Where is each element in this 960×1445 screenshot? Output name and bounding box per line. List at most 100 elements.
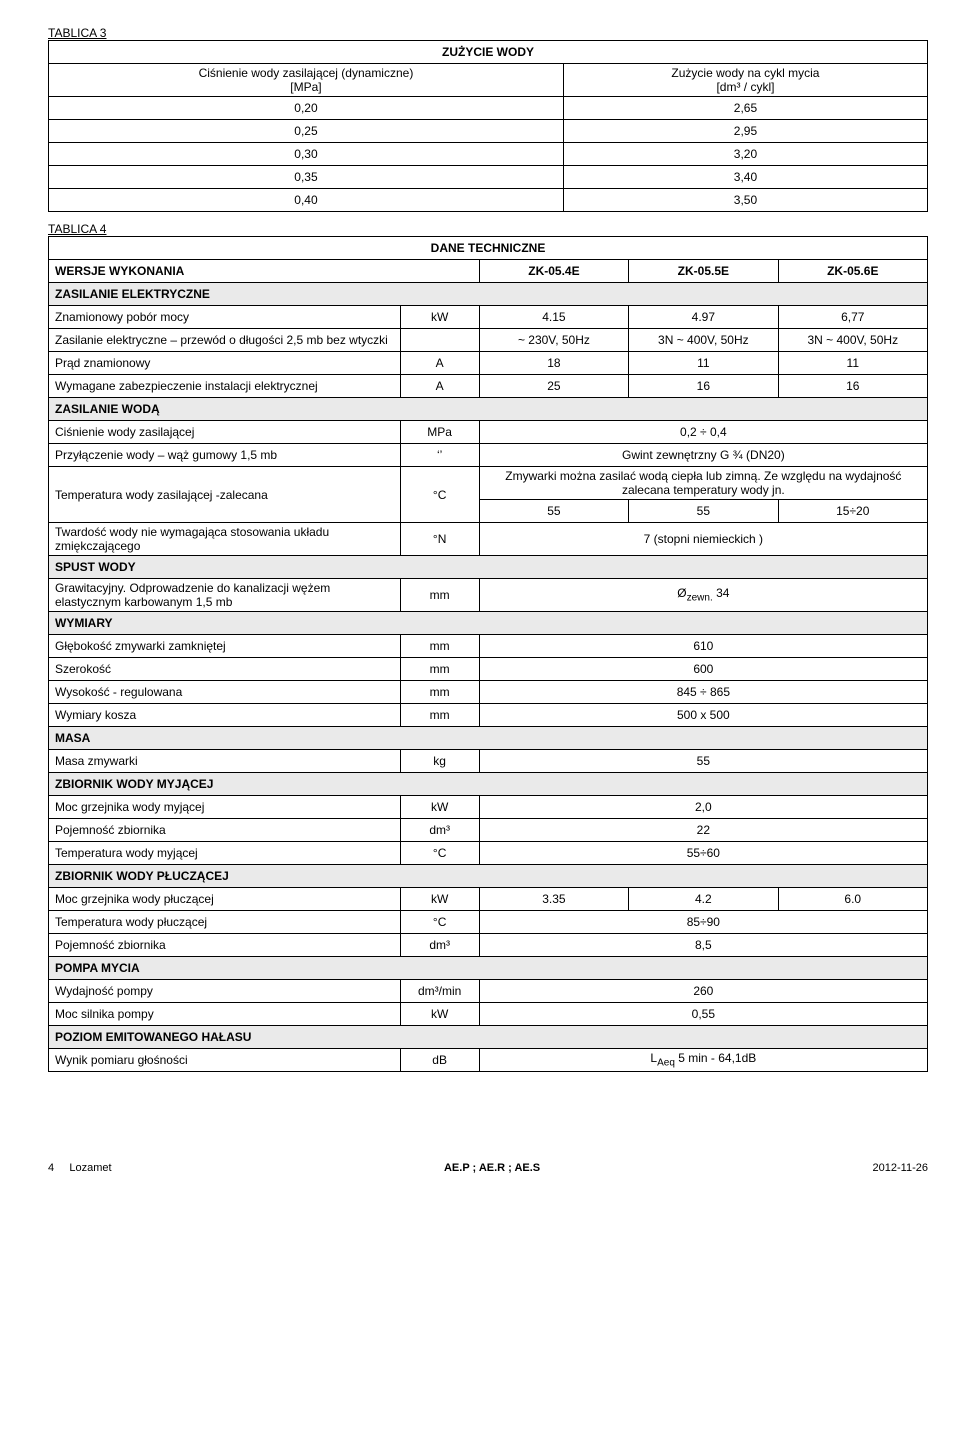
zabezp-v2: 16 [629, 375, 778, 398]
poj-pl-val: 8,5 [479, 934, 927, 957]
twardosc-val: 7 (stopni niemieckich ) [479, 523, 927, 556]
wysokosc-label: Wysokość - regulowana [49, 681, 401, 704]
glosnosc-unit: dB [400, 1049, 479, 1072]
masa-val: 55 [479, 750, 927, 773]
moc-grz-my-val: 2,0 [479, 796, 927, 819]
table4: DANE TECHNICZNE WERSJE WYKONANIA ZK-05.4… [48, 236, 928, 1072]
table4-title: DANE TECHNICZNE [49, 237, 928, 260]
przylaczenie-val: Gwint zewnętrzny G ¾ (DN20) [479, 444, 927, 467]
moc-grz-pl-unit: kW [400, 888, 479, 911]
szerokosc-label: Szerokość [49, 658, 401, 681]
temp-my-unit: °C [400, 842, 479, 865]
glebokosc-val: 610 [479, 635, 927, 658]
t3-header-left: Ciśnienie wody zasilającej (dynamiczne) … [49, 64, 564, 97]
glosnosc-label: Wynik pomiaru głośności [49, 1049, 401, 1072]
t3-c1: 3,40 [563, 166, 927, 189]
cisnienie-label: Ciśnienie wody zasilającej [49, 421, 401, 444]
section-zbiornik-pluczacej: ZBIORNIK WODY PŁUCZĄCEJ [49, 865, 928, 888]
t3-c0: 0,40 [49, 189, 564, 212]
grawit-val: Øzewn. 34 [479, 579, 927, 612]
temp-zasil-v2: 55 [629, 500, 778, 523]
moc-grz-pl-v1: 3.35 [479, 888, 628, 911]
kosz-label: Wymiary kosza [49, 704, 401, 727]
t3-c1: 2,95 [563, 120, 927, 143]
glosnosc-val: LAeq 5 min - 64,1dB [479, 1049, 927, 1072]
glebokosc-label: Głębokość zmywarki zamkniętej [49, 635, 401, 658]
masa-label: Masa zmywarki [49, 750, 401, 773]
glebokosc-unit: mm [400, 635, 479, 658]
masa-unit: kg [400, 750, 479, 773]
wysokosc-val: 845 ÷ 865 [479, 681, 927, 704]
prad-v1: 18 [479, 352, 628, 375]
moc-pompy-label: Moc silnika pompy [49, 1003, 401, 1026]
t3-c1: 2,65 [563, 97, 927, 120]
section-pompa: POMPA MYCIA [49, 957, 928, 980]
table3: ZUŻYCIE WODY Ciśnienie wody zasilającej … [48, 40, 928, 212]
footer-left: Lozamet [69, 1162, 111, 1174]
moc-grz-my-unit: kW [400, 796, 479, 819]
table3-heading: TABLICA 3 [48, 26, 928, 40]
poj-pl-label: Pojemność zbiornika [49, 934, 401, 957]
t3-c0: 0,30 [49, 143, 564, 166]
table3-title: ZUŻYCIE WODY [49, 41, 928, 64]
zabezp-v3: 16 [778, 375, 927, 398]
kosz-unit: mm [400, 704, 479, 727]
section-masa: MASA [49, 727, 928, 750]
pobor-mocy-v3: 6,77 [778, 306, 927, 329]
section-zbiornik-myjacej: ZBIORNIK WODY MYJĄCEJ [49, 773, 928, 796]
wyd-pompy-val: 260 [479, 980, 927, 1003]
temp-pl-label: Temperatura wody płuczącej [49, 911, 401, 934]
t3-c1: 3,50 [563, 189, 927, 212]
przewod-v1: ~ 230V, 50Hz [479, 329, 628, 352]
pobor-mocy-v1: 4.15 [479, 306, 628, 329]
section-zasilanie-woda: ZASILANIE WODĄ [49, 398, 928, 421]
poj-my-label: Pojemność zbiornika [49, 819, 401, 842]
zabezp-v1: 25 [479, 375, 628, 398]
moc-pompy-unit: kW [400, 1003, 479, 1026]
cisnienie-unit: MPa [400, 421, 479, 444]
przewod-v3: 3N ~ 400V, 50Hz [778, 329, 927, 352]
moc-grz-pl-v2: 4.2 [629, 888, 778, 911]
temp-zasil-v3: 15÷20 [778, 500, 927, 523]
section-halas: POZIOM EMITOWANEGO HAŁASU [49, 1026, 928, 1049]
prad-v2: 11 [629, 352, 778, 375]
pobor-mocy-label: Znamionowy pobór mocy [49, 306, 401, 329]
grawit-label: Grawitacyjny. Odprowadzenie do kanalizac… [49, 579, 401, 612]
przewod-v2: 3N ~ 400V, 50Hz [629, 329, 778, 352]
moc-pompy-val: 0,55 [479, 1003, 927, 1026]
footer-center: AE.P ; AE.R ; AE.S [444, 1162, 540, 1174]
pobor-mocy-unit: kW [400, 306, 479, 329]
t3-header-right-l2: [dm³ / cykl] [716, 80, 774, 94]
version-col: ZK-05.4E [479, 260, 628, 283]
t3-header-right: Zużycie wody na cykl mycia [dm³ / cykl] [563, 64, 927, 97]
t3-row: 0,403,50 [49, 189, 928, 212]
t3-row: 0,303,20 [49, 143, 928, 166]
moc-grz-my-label: Moc grzejnika wody myjącej [49, 796, 401, 819]
wysokosc-unit: mm [400, 681, 479, 704]
t3-row: 0,252,95 [49, 120, 928, 143]
t3-header-left-l1: Ciśnienie wody zasilającej (dynamiczne) [199, 66, 414, 80]
page-number: 4 [48, 1162, 54, 1174]
temp-zasil-desc: Zmywarki można zasilać wodą ciepła lub z… [479, 467, 927, 500]
pobor-mocy-v2: 4.97 [629, 306, 778, 329]
przylaczenie-unit: ‘’ [400, 444, 479, 467]
footer-right: 2012-11-26 [873, 1162, 928, 1174]
t3-c0: 0,20 [49, 97, 564, 120]
szerokosc-unit: mm [400, 658, 479, 681]
temp-my-val: 55÷60 [479, 842, 927, 865]
poj-my-unit: dm³ [400, 819, 479, 842]
table4-heading: TABLICA 4 [48, 222, 928, 236]
przewod-label: Zasilanie elektryczne – przewód o długoś… [49, 329, 401, 352]
t3-row: 0,202,65 [49, 97, 928, 120]
wyd-pompy-unit: dm³/min [400, 980, 479, 1003]
versions-label: WERSJE WYKONANIA [49, 260, 480, 283]
section-zasilanie-elektryczne: ZASILANIE ELEKTRYCZNE [49, 283, 928, 306]
prad-label: Prąd znamionowy [49, 352, 401, 375]
szerokosc-val: 600 [479, 658, 927, 681]
version-col: ZK-05.5E [629, 260, 778, 283]
temp-my-label: Temperatura wody myjącej [49, 842, 401, 865]
wyd-pompy-label: Wydajność pompy [49, 980, 401, 1003]
section-wymiary: WYMIARY [49, 612, 928, 635]
t3-row: 0,353,40 [49, 166, 928, 189]
version-col: ZK-05.6E [778, 260, 927, 283]
